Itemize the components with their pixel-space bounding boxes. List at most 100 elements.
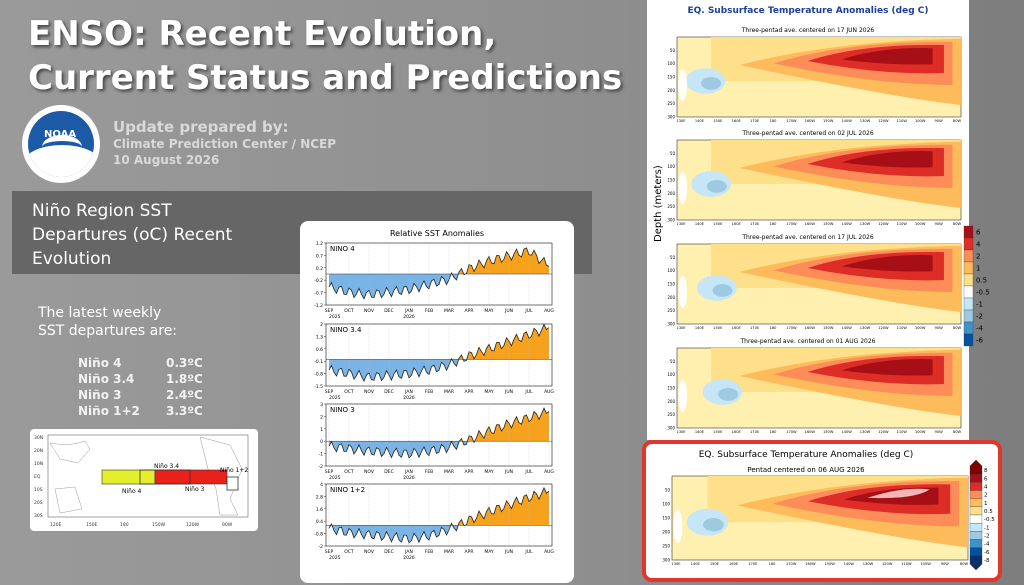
lon-tick-label: 80W xyxy=(953,119,962,123)
subsurface-panel-title: Three-pentad ave. centered on 01 AUG 202… xyxy=(740,338,876,345)
nino34-value: 1.8ºC xyxy=(166,372,203,386)
lon-tick-label: 130E xyxy=(671,562,681,566)
depth-tick-label: 250 xyxy=(667,308,675,313)
sst-y-tick-label: 1.6 xyxy=(316,507,323,513)
sst-series-line xyxy=(328,247,550,300)
lon-tick-label: 170W xyxy=(786,562,797,566)
sst-x-tick-label: AUG xyxy=(544,389,554,395)
lon-tick-label: 100W xyxy=(920,562,931,566)
land-australia xyxy=(54,486,83,514)
depth-tick-label: 300 xyxy=(667,115,675,120)
latest-heading-2: SST departures are: xyxy=(38,323,178,339)
lon-tick-label: 180 xyxy=(770,222,778,226)
nino12-value: 3.3ºC xyxy=(166,404,203,418)
depth-tick-label: 250 xyxy=(667,101,675,106)
latest-pentad-highlight: EQ. Subsurface Temperature Anomalies (de… xyxy=(642,440,1002,582)
title-line-2: Current Status and Predictions xyxy=(28,58,623,98)
lon-tick-label: 170E xyxy=(750,119,760,123)
section-line-1: Niño Region SST xyxy=(32,201,172,221)
lon-tick-label: 170W xyxy=(786,326,797,330)
depth-axis-label: Depth (meters) xyxy=(653,165,664,242)
lon-tick-label: 110W xyxy=(897,326,908,330)
sst-panel-title: NINO 4 xyxy=(330,245,355,253)
lon-tick-label: 160W xyxy=(805,326,816,330)
lon-tick-label: 90W xyxy=(935,222,944,226)
map-label-nino3: Niño 3 xyxy=(185,486,205,493)
depth-tick-label: 300 xyxy=(662,558,670,563)
sst-x-tick-label: FEB xyxy=(425,549,434,555)
sst-x-tick-label: OCT xyxy=(344,308,354,314)
sst-x-tick-label: NOV xyxy=(364,308,375,314)
sst-x-tick-label: DEC xyxy=(384,308,393,314)
lon-tick-label: 150E xyxy=(713,430,723,434)
sst-x-tick-label: MAY xyxy=(484,469,494,475)
depth-tick-label: 50 xyxy=(670,359,676,364)
sst-x-tick-label: MAR xyxy=(444,469,454,475)
map-lon-2: 180 xyxy=(120,522,129,528)
depth-tick-label: 200 xyxy=(667,295,675,300)
noaa-bird-icon xyxy=(42,135,82,159)
lon-tick-label: 170W xyxy=(786,222,797,226)
sst-x-tick-label: APR xyxy=(465,549,474,555)
sst-x-tick-label: SEP xyxy=(325,308,334,314)
lon-tick-label: 150W xyxy=(823,222,834,226)
sst-y-tick-label: 2 xyxy=(320,322,323,328)
lon-tick-label: 150E xyxy=(710,562,720,566)
title-line-1: ENSO: Recent Evolution, xyxy=(28,14,497,54)
section-cool-core xyxy=(718,388,739,401)
sst-x-tick-label: NOV xyxy=(364,549,375,555)
sst-x-tick-label: SEP xyxy=(325,549,334,555)
section-cool-core xyxy=(712,284,733,297)
sst-y-tick-label: -0.2 xyxy=(314,278,323,284)
depth-tick-label: 250 xyxy=(662,544,670,549)
sst-area-negative xyxy=(329,274,549,299)
sst-x-tick-label: FEB xyxy=(425,308,434,314)
sst-x-tick-label: AUG xyxy=(544,549,554,555)
subsurface-legend-label: 0.5 xyxy=(976,277,987,285)
sst-y-tick-label: 0 xyxy=(320,439,323,445)
latest-legend-swatch xyxy=(969,474,983,483)
sst-series-line xyxy=(328,407,550,459)
sst-y-tick-label: -1.2 xyxy=(314,303,323,309)
sst-year-label: 2026 xyxy=(403,395,415,401)
latest-legend-swatch xyxy=(969,506,983,516)
nino3-value: 2.4ºC xyxy=(166,388,203,402)
subsurface-legend-swatch xyxy=(963,261,974,275)
depth-tick-label: 100 xyxy=(662,502,670,507)
map-lat-3: EQ xyxy=(34,474,41,480)
lon-tick-label: 160W xyxy=(805,562,816,566)
nino4-value: 0.3ºC xyxy=(166,356,203,370)
latest-legend-swatch xyxy=(969,498,983,507)
latest-legend-swatch xyxy=(969,547,983,556)
lon-tick-label: 130E xyxy=(676,326,686,330)
lon-tick-label: 160W xyxy=(805,222,816,226)
subsurface-legend-swatch xyxy=(963,333,974,347)
depth-tick-label: 100 xyxy=(667,268,675,273)
lon-tick-label: 150E xyxy=(713,326,723,330)
lon-tick-label: 110W xyxy=(897,430,908,434)
map-lat-5: 20S xyxy=(34,500,43,506)
lon-tick-label: 130E xyxy=(676,119,686,123)
sst-x-tick-label: MAY xyxy=(484,549,494,555)
sst-panel-title: NINO 3 xyxy=(330,406,355,414)
section-west-edge xyxy=(673,509,683,544)
lon-tick-label: 150W xyxy=(823,119,834,123)
depth-tick-label: 200 xyxy=(667,88,675,93)
sst-y-tick-label: -0.1 xyxy=(314,359,323,365)
nino4-name: Niño 4 xyxy=(78,356,122,370)
sst-y-tick-label: -1.5 xyxy=(314,384,323,390)
sst-y-tick-label: 1.3 xyxy=(316,334,323,340)
sst-x-tick-label: MAY xyxy=(484,389,494,395)
lon-tick-label: 180 xyxy=(770,430,778,434)
subsurface-legend-label: -6 xyxy=(976,337,984,345)
sst-x-tick-label: OCT xyxy=(344,389,354,395)
noaa-wave-icon xyxy=(28,145,94,177)
depth-tick-label: 300 xyxy=(667,426,675,431)
map-lat-4: 10S xyxy=(34,487,43,493)
latest-heading-1: The latest weekly xyxy=(38,305,162,321)
sst-x-tick-label: MAR xyxy=(444,389,454,395)
map-lat-2: 10N xyxy=(34,461,43,467)
sst-area-positive xyxy=(329,247,549,274)
update-date: 10 August 2026 xyxy=(113,153,220,167)
